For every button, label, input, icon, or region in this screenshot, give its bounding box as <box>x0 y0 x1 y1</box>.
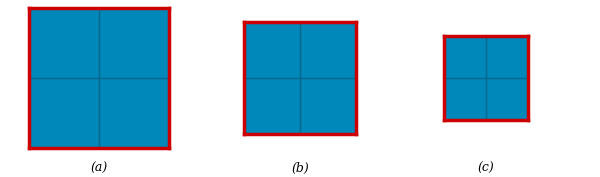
Text: (b): (b) <box>291 162 309 175</box>
Text: (c): (c) <box>478 162 494 175</box>
Text: (a): (a) <box>91 162 107 175</box>
